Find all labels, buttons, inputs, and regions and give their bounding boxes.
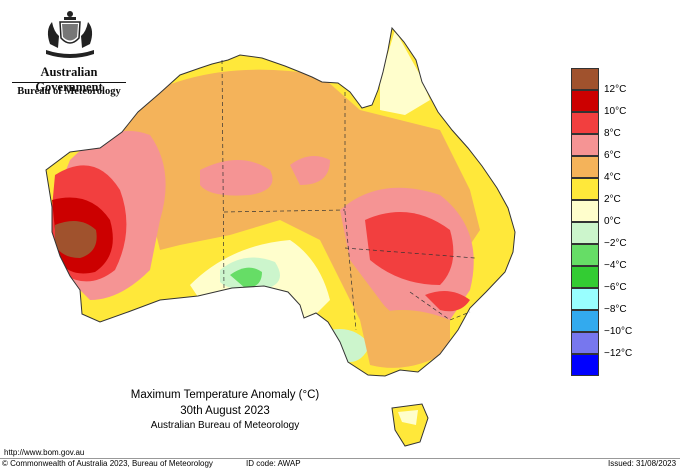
- legend-swatch: [571, 90, 599, 112]
- legend-label: 6°C: [604, 150, 621, 161]
- legend-swatch: [571, 354, 599, 376]
- tasmania-anomaly: [398, 410, 418, 425]
- bureau-name: Bureau of Meteorology: [17, 86, 121, 97]
- legend-label: 12°C: [604, 84, 627, 95]
- legend-label: −12°C: [604, 348, 633, 359]
- tasmania: [391, 403, 429, 447]
- government-logo: Australian Government Bureau of Meteorol…: [8, 8, 130, 98]
- divider: [12, 82, 126, 83]
- legend-label: 0°C: [604, 216, 621, 227]
- map-date: 30th August 2023: [180, 405, 270, 417]
- id-code: ID code: AWAP: [246, 459, 301, 468]
- color-legend: 12°C 10°C 8°C 6°C 4°C 2°C 0°C −2°C −4°C …: [571, 68, 661, 380]
- state-borders: [221, 59, 476, 331]
- issued-date: Issued: 31/08/2023: [608, 459, 677, 468]
- legend-swatch: [571, 332, 599, 354]
- legend-swatch: [571, 68, 599, 90]
- legend-label: 8°C: [604, 128, 621, 139]
- legend-label: −4°C: [604, 260, 627, 271]
- legend-swatch: [571, 200, 599, 222]
- legend-swatch: [571, 244, 599, 266]
- legend-swatch: [571, 266, 599, 288]
- legend-swatch: [571, 178, 599, 200]
- footer-divider: [0, 458, 680, 459]
- copyright: © Commonwealth of Australia 2023, Bureau…: [2, 459, 213, 468]
- bom-link[interactable]: http://www.bom.gov.au: [4, 448, 85, 457]
- legend-swatch: [571, 310, 599, 332]
- legend-label: −2°C: [604, 238, 627, 249]
- legend-swatch: [571, 134, 599, 156]
- legend-swatch: [571, 156, 599, 178]
- government-name: Australian Government: [35, 65, 103, 94]
- legend-swatch: [571, 288, 599, 310]
- legend-label: −6°C: [604, 282, 627, 293]
- coat-of-arms-icon: [46, 11, 94, 58]
- legend-label: 10°C: [604, 106, 627, 117]
- map-title-block: Maximum Temperature Anomaly (°C) 30th Au…: [100, 387, 350, 433]
- map-source: Australian Bureau of Meteorology: [150, 420, 300, 431]
- legend-label: −10°C: [604, 326, 633, 337]
- legend-swatch: [571, 112, 599, 134]
- map-title: Maximum Temperature Anomaly (°C): [130, 389, 320, 401]
- legend-label: 2°C: [604, 194, 621, 205]
- legend-swatch: [571, 222, 599, 244]
- legend-label: 4°C: [604, 172, 621, 183]
- legend-label: −8°C: [604, 304, 627, 315]
